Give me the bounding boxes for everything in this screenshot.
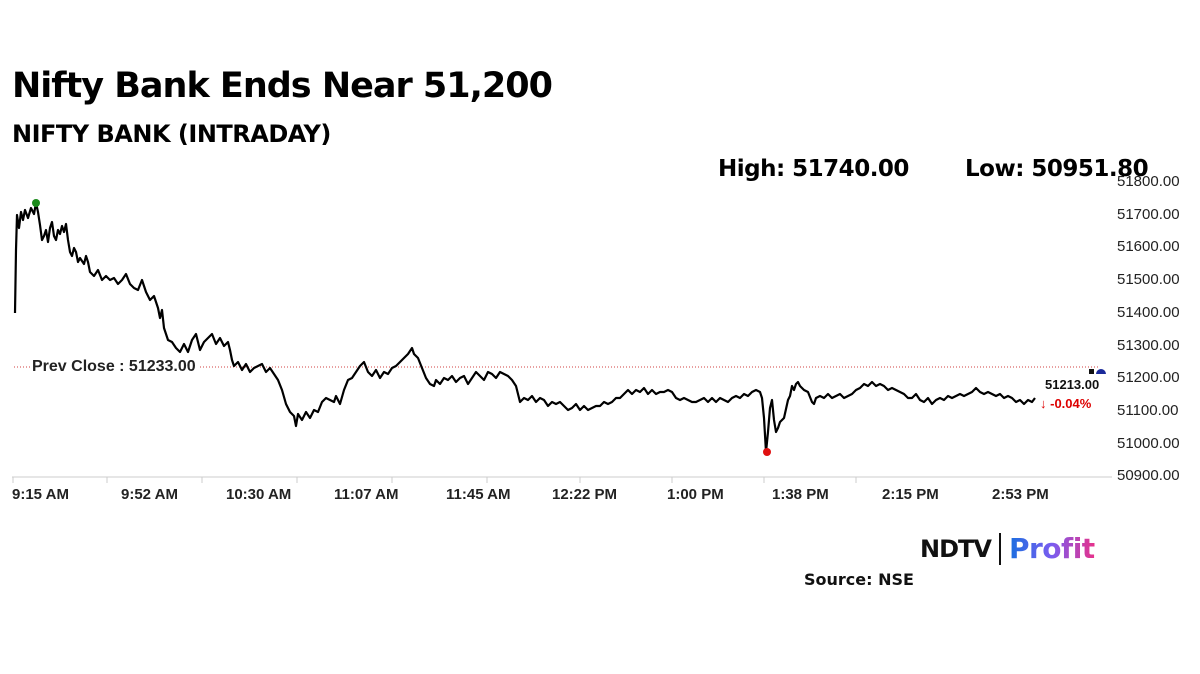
y-tick: 51100.00 bbox=[1117, 402, 1179, 419]
price-series-line bbox=[13, 201, 1036, 454]
x-axis-ticks bbox=[12, 477, 857, 483]
x-tick: 9:52 AM bbox=[121, 486, 178, 503]
x-tick: 2:15 PM bbox=[882, 486, 939, 503]
logo-profit-text: Profit bbox=[1008, 532, 1095, 565]
end-marker-block bbox=[1089, 369, 1094, 374]
last-price-label: 51213.00 bbox=[1045, 377, 1100, 392]
y-tick: 51200.00 bbox=[1117, 369, 1180, 386]
y-tick: 51000.00 bbox=[1117, 435, 1180, 452]
y-tick: 51800.00 bbox=[1117, 173, 1180, 190]
y-tick: 51400.00 bbox=[1117, 304, 1180, 321]
x-tick: 12:22 PM bbox=[552, 486, 618, 503]
ndtv-profit-logo: NDTV Profit bbox=[920, 532, 1095, 565]
x-tick: 2:53 PM bbox=[992, 486, 1049, 503]
chart-title: Nifty Bank Ends Near 51,200 bbox=[12, 66, 553, 106]
low-marker bbox=[763, 448, 771, 456]
prev-close-label: Prev Close : 51233.00 bbox=[30, 358, 198, 376]
low-label: Low: 50951.80 bbox=[965, 156, 1149, 182]
logo-ndtv-text: NDTV bbox=[920, 534, 992, 563]
high-label: High: 51740.00 bbox=[718, 156, 909, 182]
y-tick: 51700.00 bbox=[1117, 206, 1180, 223]
x-tick: 1:38 PM bbox=[772, 486, 829, 503]
x-tick: 1:00 PM bbox=[667, 486, 724, 503]
y-tick: 51300.00 bbox=[1117, 337, 1180, 354]
y-tick: 51500.00 bbox=[1117, 271, 1180, 288]
x-tick: 9:15 AM bbox=[12, 486, 69, 503]
end-marker-icon bbox=[1096, 369, 1106, 374]
y-tick: 50900.00 bbox=[1117, 467, 1180, 484]
last-change-label: ↓ -0.04% bbox=[1040, 396, 1092, 411]
chart-subtitle: NIFTY BANK (INTRADAY) bbox=[12, 120, 331, 148]
high-marker bbox=[32, 199, 40, 207]
x-tick: 11:07 AM bbox=[334, 486, 399, 503]
x-tick: 11:45 AM bbox=[446, 486, 511, 503]
x-tick: 10:30 AM bbox=[226, 486, 292, 503]
logo-divider bbox=[998, 532, 1001, 565]
source-label: Source: NSE bbox=[804, 570, 914, 589]
y-tick: 51600.00 bbox=[1117, 238, 1180, 255]
